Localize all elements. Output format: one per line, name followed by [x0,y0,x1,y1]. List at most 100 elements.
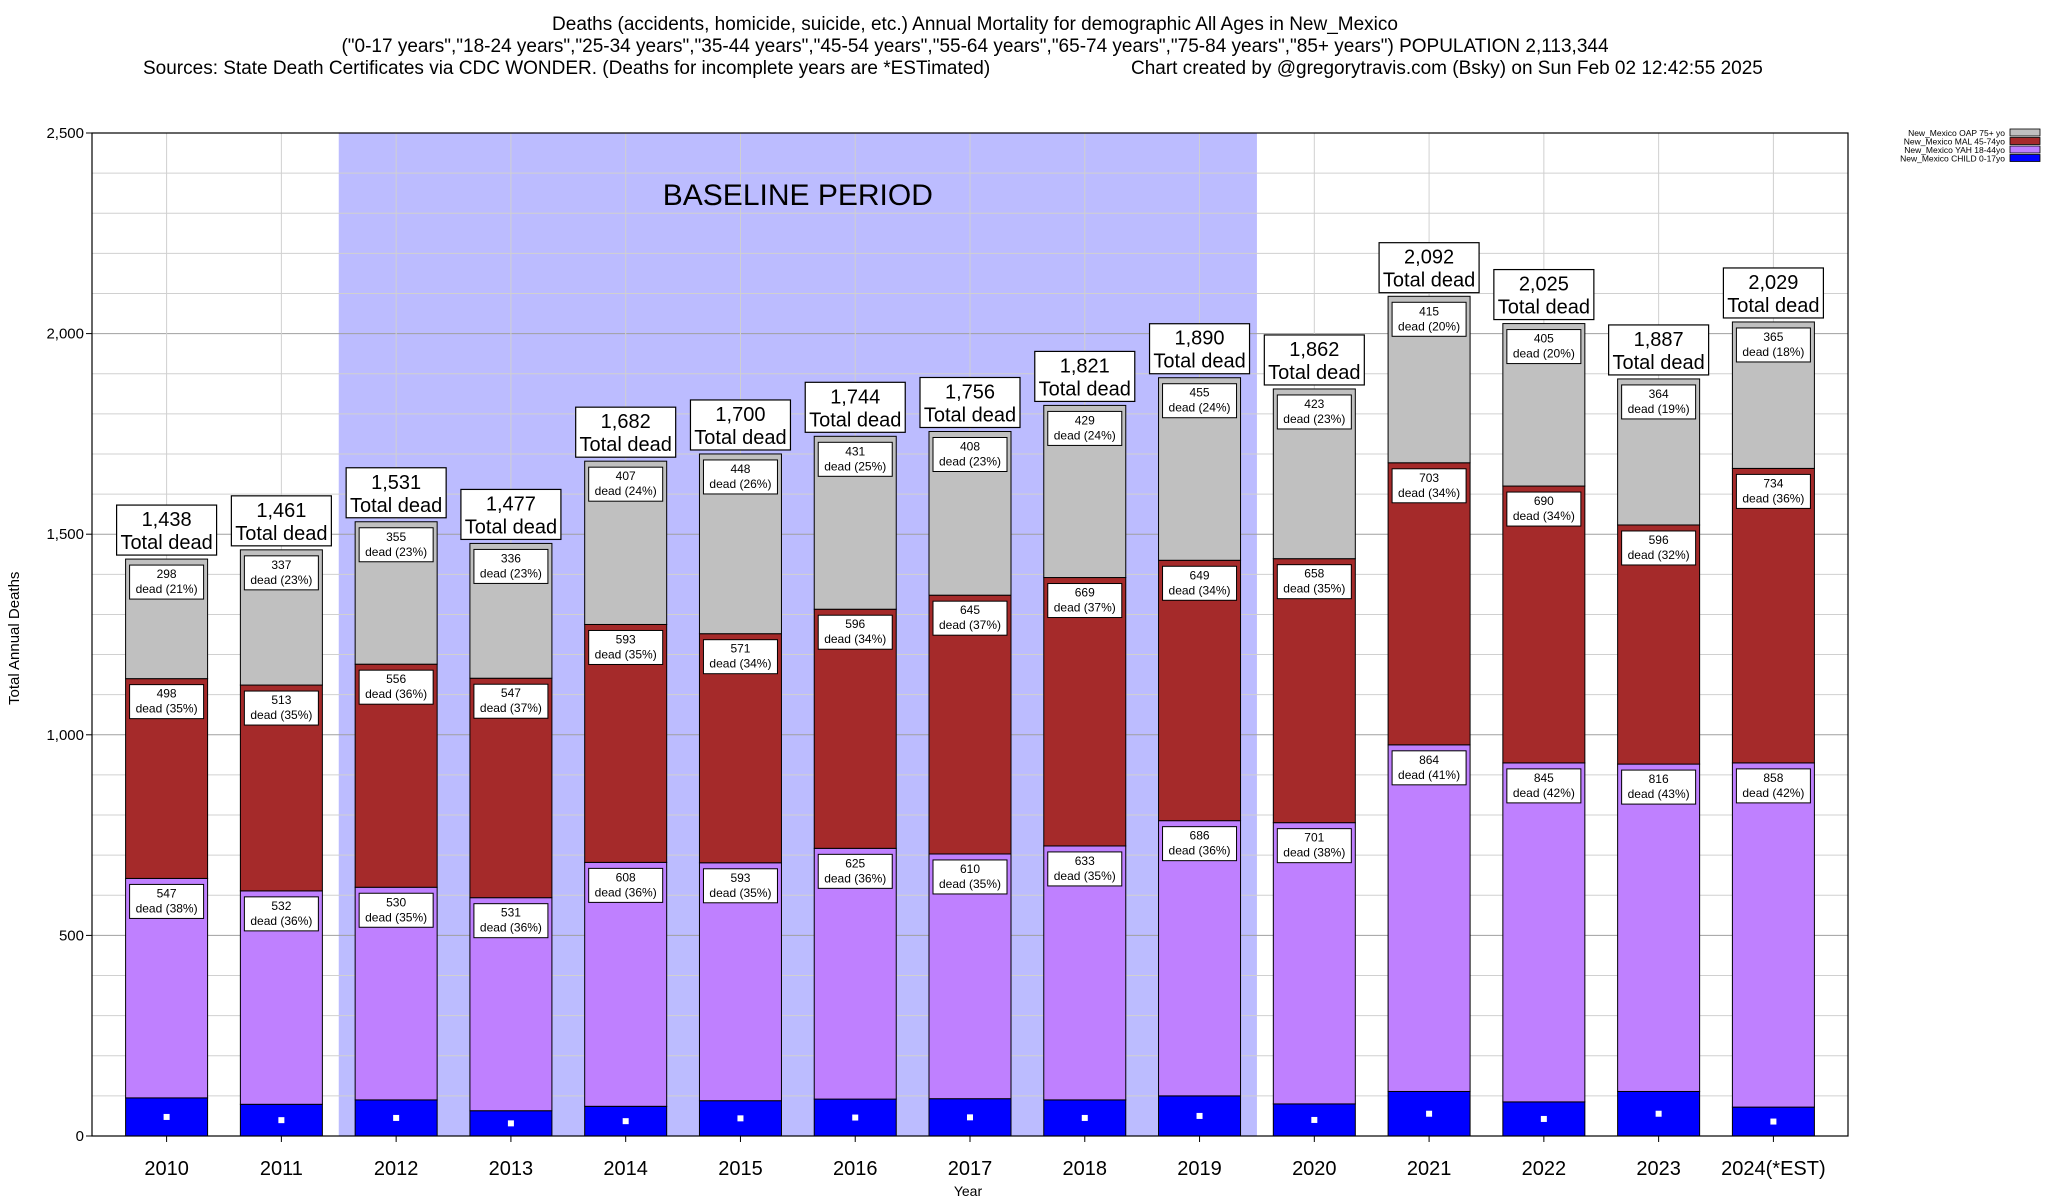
total-label-box [804,381,906,433]
total-text-label: Total dead [1268,362,1360,384]
chart-credit: Chart created by @gregorytravis.com (Bsk… [1131,58,1763,79]
y-tick-label: 500 [59,927,84,944]
segment-label-box [1047,410,1123,446]
segment-percent-label: dead (41%) [1398,768,1460,782]
bar-segment [584,861,668,1107]
segment-value-label: 864 [1419,753,1439,767]
segment-percent-label: dead (23%) [939,454,1001,468]
segment-value-label: 336 [501,551,521,565]
segment-percent-label: dead (23%) [250,573,312,587]
segment-label-box [702,868,778,904]
segment-label-box [1276,564,1352,600]
total-text-label: Total dead [924,404,1016,426]
segment-value-label: 532 [271,899,291,913]
segment-label-box [1391,750,1467,786]
total-value-label: 2,092 [1404,247,1454,269]
legend-swatch [2009,154,2041,162]
bar-segment [1617,763,1701,1092]
child-marker [967,1114,973,1121]
child-marker [1081,1114,1088,1121]
segment-label-box [817,614,893,650]
total-text-label: Total dead [1727,295,1819,317]
x-tick-label: 2016 [833,1158,878,1180]
total-label-box [1263,334,1365,386]
total-value-label: 1,887 [1634,329,1684,351]
segment-value-label: 690 [1534,494,1554,508]
segment-percent-label: dead (19%) [1628,402,1690,416]
segment-percent-label: dead (24%) [1054,428,1116,442]
total-text-label: Total dead [465,516,557,538]
bar-segment [1387,462,1471,746]
segment-value-label: 547 [501,686,521,700]
segment-label-box [702,459,778,495]
segment-value-label: 658 [1304,567,1324,581]
total-value-label: 1,821 [1060,355,1110,377]
segment-percent-label: dead (34%) [1169,583,1231,597]
chart-title: Deaths (accidents, homicide, suicide, et… [552,14,1398,35]
total-text-label: Total dead [580,434,672,456]
bar-segment [928,594,1012,855]
total-label-box [1608,324,1710,376]
segment-label-box [243,555,319,591]
segment-label-box [932,436,1008,472]
total-text-label: Total dead [809,409,901,431]
segment-label-box [129,684,205,720]
child-marker [1655,1110,1662,1117]
segment-percent-label: dead (18%) [1742,345,1804,359]
segment-value-label: 596 [1649,533,1669,547]
total-label-box [345,467,447,519]
child-marker [1196,1112,1203,1119]
bar-segment [1387,744,1471,1092]
segment-label-box [1621,769,1697,805]
segment-percent-label: dead (36%) [250,914,312,928]
segment-percent-label: dead (36%) [365,687,427,701]
segment-percent-label: dead (36%) [824,871,886,885]
legend-entry-label: New_Mexico OAP 75+ yo [1908,128,2005,138]
chart-subtitle-sources-row: Sources: State Death Certificates via CD… [0,58,1950,80]
segment-percent-label: dead (36%) [1742,491,1804,505]
segment-percent-label: dead (42%) [1513,786,1575,800]
x-tick-label: 2018 [1063,1158,1108,1180]
segment-percent-label: dead (35%) [709,886,771,900]
x-tick-label: 2012 [374,1158,419,1180]
chart-subtitle-ages: ("0-17 years","18-24 years","25-34 years… [341,36,1609,57]
bar-segment [1502,762,1586,1103]
x-tick-label: 2022 [1522,1158,1567,1180]
child-marker [852,1114,859,1121]
bar-segment [1158,820,1242,1097]
x-tick-label: 2021 [1407,1158,1452,1180]
child-marker [1311,1116,1318,1123]
total-label-box [575,406,677,458]
y-tick-label: 2,000 [46,326,84,343]
total-value-label: 1,890 [1175,328,1225,350]
segment-percent-label: dead (37%) [480,701,542,715]
segment-value-label: 703 [1419,471,1439,485]
total-text-label: Total dead [694,427,786,449]
total-label-box [1722,267,1824,319]
segment-percent-label: dead (37%) [1054,601,1116,615]
segment-percent-label: dead (35%) [1283,582,1345,596]
child-marker [278,1117,285,1124]
segment-label-box [932,859,1008,895]
total-label-box [1378,242,1480,294]
total-label-box [1034,350,1136,403]
total-text-label: Total dead [235,523,327,545]
segment-value-label: 734 [1763,476,1783,490]
segment-percent-label: dead (35%) [939,877,1001,891]
segment-label-box [243,690,319,726]
segment-value-label: 531 [501,906,521,920]
total-value-label: 1,461 [256,500,306,522]
segment-value-label: 645 [960,603,980,617]
segment-value-label: 816 [1649,772,1669,786]
segment-value-label: 858 [1763,771,1783,785]
segment-label-box [588,466,664,502]
child-marker [393,1114,400,1121]
segment-percent-label: dead (34%) [824,632,886,646]
x-tick-label: 2024(*EST) [1721,1158,1826,1180]
x-tick-label: 2015 [718,1158,763,1180]
segment-percent-label: dead (34%) [1513,509,1575,523]
segment-label-box [1506,329,1582,365]
child-marker [737,1115,744,1122]
segment-label-box [243,896,319,932]
segment-label-box [473,903,549,939]
